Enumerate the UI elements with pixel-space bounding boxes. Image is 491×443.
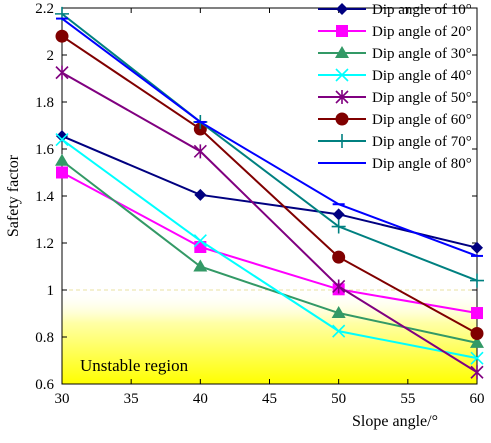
y-tick-label: 1.6	[35, 142, 54, 158]
y-tick-label: 1.8	[35, 95, 54, 111]
data-point	[336, 3, 348, 15]
data-point	[335, 112, 349, 126]
legend-label: Dip angle of 10°	[372, 2, 472, 18]
series-line	[61, 13, 478, 282]
y-tick-label: 2.2	[35, 1, 54, 17]
legend-label: Dip angle of 40°	[372, 68, 472, 84]
series-line	[61, 171, 478, 315]
legend-label: Dip angle of 70°	[372, 134, 472, 150]
data-point	[55, 153, 69, 166]
data-point	[332, 279, 346, 294]
data-point	[55, 133, 69, 147]
legend-label: Dip angle of 80°	[372, 156, 472, 172]
x-axis-label: Slope angle/°	[352, 413, 438, 430]
data-point	[331, 306, 346, 319]
data-point	[470, 326, 484, 340]
unstable-region-label: Unstable region	[80, 356, 189, 375]
y-tick-label: 0.6	[35, 377, 54, 393]
legend-label: Dip angle of 50°	[372, 90, 472, 106]
data-point	[193, 122, 207, 136]
data-point	[331, 219, 346, 234]
series-8	[56, 17, 483, 257]
data-point	[193, 144, 207, 159]
series-line	[61, 35, 478, 335]
series-3	[55, 153, 484, 348]
data-point	[335, 134, 349, 148]
data-point	[55, 65, 69, 80]
data-point	[335, 90, 349, 104]
x-tick-label: 40	[193, 391, 208, 407]
y-tick-label: 0.8	[35, 330, 54, 346]
legend-item-8: Dip angle of 80°	[318, 156, 472, 172]
legend-item-2: Dip angle of 20°	[318, 24, 472, 40]
data-point	[193, 234, 207, 248]
series-4	[55, 133, 484, 365]
legend-item-3: Dip angle of 30°	[318, 46, 472, 62]
data-point	[471, 307, 483, 320]
x-tick-label: 50	[331, 391, 346, 407]
legend-label: Dip angle of 30°	[372, 46, 472, 62]
data-point	[470, 351, 484, 365]
unstable-region-fill	[62, 290, 477, 384]
data-point	[470, 335, 484, 348]
series-line	[61, 138, 478, 360]
data-point	[332, 208, 345, 221]
data-point	[336, 25, 348, 37]
x-tick-label: 35	[124, 391, 139, 407]
data-point	[335, 46, 349, 58]
data-point	[194, 188, 207, 201]
x-tick-label: 55	[400, 391, 415, 407]
series-line	[61, 159, 478, 344]
data-point	[471, 241, 483, 254]
legend-label: Dip angle of 20°	[372, 24, 472, 40]
legend: Dip angle of 10° Dip angle of 20° Dip angl…	[318, 2, 472, 172]
y-tick-label: 1	[47, 283, 55, 299]
data-point	[193, 259, 208, 272]
data-point	[470, 273, 484, 288]
series-line	[61, 17, 478, 257]
unstable-region: Unstable region	[62, 289, 477, 384]
data-point	[470, 365, 484, 380]
x-tick-label: 30	[55, 391, 70, 407]
y-axis-label: Safety factor	[5, 154, 22, 237]
y-tick-label: 1.4	[35, 189, 54, 205]
y-tick-label: 2	[47, 48, 55, 64]
y-tick-label: 1.2	[35, 236, 54, 252]
series-line	[61, 71, 478, 374]
series-5	[55, 65, 484, 380]
data-point	[56, 130, 68, 143]
legend-item-4: Dip angle of 40°	[318, 68, 472, 84]
series-6	[55, 29, 484, 340]
data-point	[332, 324, 346, 338]
data-point	[335, 68, 349, 82]
legend-item-5: Dip angle of 50°	[318, 90, 472, 106]
legend-label: Dip angle of 60°	[372, 112, 472, 128]
legend-item-6: Dip angle of 60°	[318, 112, 472, 128]
data-point	[332, 250, 346, 264]
x-tick-label: 60	[470, 391, 485, 407]
series-group	[55, 6, 484, 380]
x-tick-label: 45	[262, 391, 277, 407]
axes: 30 35 40 45 50 55 60 0.6 0.8 1 1.2 1.4 1.6 1.8 2 2.2 Slo…	[5, 1, 485, 430]
data-point	[56, 166, 68, 179]
legend-item-7: Dip angle of 70°	[318, 134, 472, 150]
data-point	[55, 29, 69, 43]
legend-item-1: Dip angle of 10°	[318, 2, 472, 18]
series-2	[56, 166, 483, 320]
